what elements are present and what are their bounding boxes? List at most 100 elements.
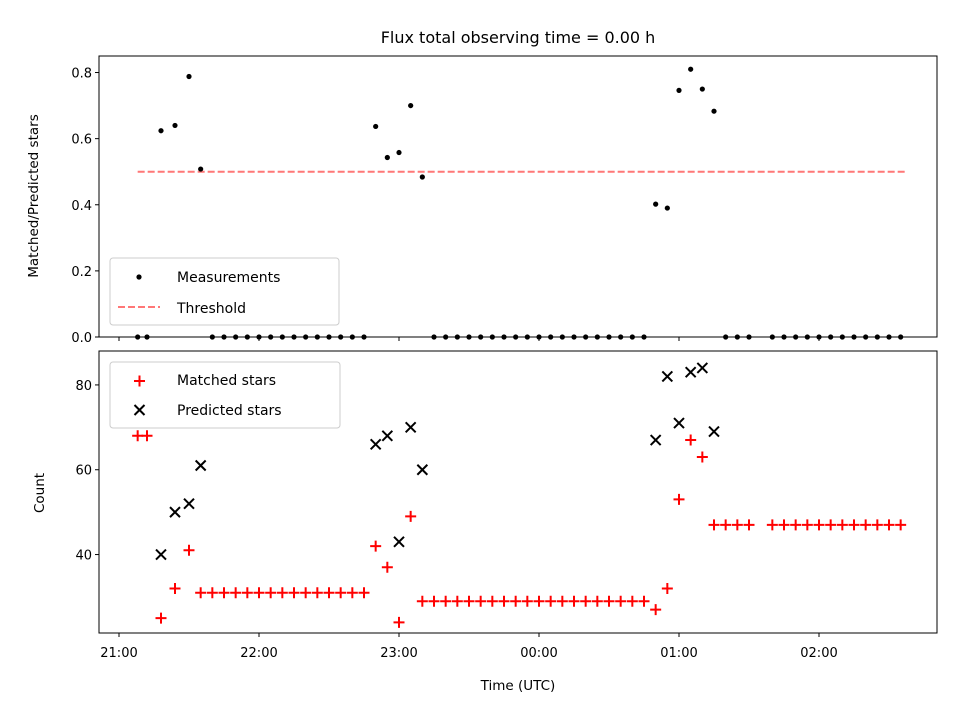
matched-star-point — [335, 587, 347, 599]
threshold-legend-label: Threshold — [176, 301, 246, 317]
matched-star-point — [300, 587, 312, 599]
matched-star-point — [521, 595, 533, 607]
x-tick-label: 21:00 — [100, 646, 137, 661]
measurements-legend-label: Measurements — [177, 270, 280, 286]
matched-star-point — [510, 595, 522, 607]
matched-star-point — [416, 595, 428, 607]
measurement-point — [158, 128, 164, 134]
matched-star-point — [568, 595, 580, 607]
matched-star-point — [393, 616, 405, 628]
predicted-star-point — [661, 370, 674, 383]
matched-star-point — [708, 519, 720, 531]
matched-star-point — [580, 595, 592, 607]
predicted-star-point — [649, 434, 662, 446]
measurement-point — [373, 123, 379, 130]
matched-star-point — [169, 582, 181, 594]
ratio-y-axis-label: Matched/Predicted stars — [26, 114, 42, 277]
matched-star-point — [860, 519, 872, 531]
matched-star-point — [638, 595, 650, 607]
count-y-axis-label: Count — [32, 473, 48, 513]
matched-star-point — [358, 587, 370, 599]
matched-star-point — [556, 595, 568, 607]
matched-star-point — [801, 519, 813, 531]
matched-star-point — [720, 519, 732, 531]
matched-star-point — [288, 587, 300, 599]
ratio-legend: Measurements Threshold — [109, 257, 340, 326]
matched-star-point — [848, 519, 860, 531]
matched-star-point — [241, 587, 253, 599]
predicted-star-point — [684, 366, 697, 378]
measurement-point — [396, 149, 402, 156]
matched-stars-legend-marker — [134, 375, 145, 387]
measurement-point — [172, 122, 178, 129]
predicted-star-point — [696, 362, 709, 374]
matched-star-point — [346, 587, 358, 599]
predicted-star-point — [155, 548, 167, 561]
matched-star-point — [155, 612, 167, 624]
predicted-star-point — [673, 417, 685, 429]
ratio-axes-frame — [98, 55, 938, 338]
matched-star-point — [475, 595, 487, 607]
predicted-star-point — [169, 506, 181, 518]
matched-star-point — [661, 582, 673, 594]
measurement-point — [186, 73, 192, 80]
matched-star-point — [895, 519, 907, 531]
measurement-point — [198, 166, 204, 172]
measurement-point — [699, 86, 705, 92]
predicted-star-point — [416, 464, 429, 476]
matched-star-point — [766, 519, 778, 531]
matched-star-point — [743, 519, 755, 531]
matched-star-point — [463, 595, 475, 607]
x-tick-label: 00:00 — [520, 646, 557, 661]
matched-star-point — [253, 587, 265, 599]
ratio-y-tick-label: 0.0 — [71, 331, 92, 346]
matched-stars-legend-label: Matched stars — [177, 373, 276, 389]
matched-star-point — [615, 595, 627, 607]
matched-star-point — [685, 434, 697, 446]
matched-star-point — [428, 595, 440, 607]
x-tick-label: 23:00 — [380, 646, 417, 661]
x-tick-label: 02:00 — [800, 646, 837, 661]
matched-star-point — [440, 595, 452, 607]
matched-star-point — [603, 595, 615, 607]
matched-star-point — [218, 587, 230, 599]
measurements-legend-marker — [136, 274, 142, 280]
measurement-point — [419, 174, 425, 180]
matched-star-point — [673, 493, 685, 505]
measurement-point — [711, 108, 717, 114]
count-y-tick-label: 80 — [75, 379, 92, 394]
measurement-point — [676, 87, 682, 93]
x-tick-label: 22:00 — [240, 646, 277, 661]
matched-star-point — [545, 595, 557, 607]
matched-star-point — [813, 519, 825, 531]
matched-star-point — [650, 604, 662, 616]
matched-star-point — [696, 451, 708, 463]
ratio-y-tick-label: 0.4 — [71, 199, 92, 214]
matched-star-point — [195, 587, 207, 599]
matched-star-point — [381, 561, 393, 573]
matched-star-point — [825, 519, 837, 531]
predicted-stars-legend-label: Predicted stars — [177, 403, 282, 419]
predicted-star-point — [183, 497, 195, 510]
matched-star-point — [276, 587, 288, 599]
ratio-plot-area: 0.0 0.2 0.4 0.6 0.8 — [71, 55, 938, 346]
matched-star-point — [132, 430, 144, 442]
predicted-star-point — [369, 438, 382, 451]
matched-star-point — [311, 587, 323, 599]
chart-title: Flux total observing time = 0.00 h — [381, 28, 656, 47]
predicted-star-point — [404, 421, 417, 434]
matched-star-point — [486, 595, 498, 607]
matched-star-point — [451, 595, 463, 607]
matched-star-point — [498, 595, 510, 607]
predicted-star-point — [708, 425, 720, 438]
matched-star-point — [533, 595, 545, 607]
matched-star-point — [731, 519, 743, 531]
matched-star-point — [323, 587, 335, 599]
ratio-y-tick-label: 0.6 — [71, 133, 92, 148]
matched-star-point — [230, 587, 242, 599]
count-plot-area: 40 60 80 21:00 22:00 23:00 00:00 01:00 02:00 — [75, 350, 938, 661]
x-axis-label: Time (UTC) — [480, 678, 556, 694]
ratio-panel: Flux total observing time = 0.00 h 0.0 0.… — [26, 28, 938, 346]
predicted-stars-legend-marker — [133, 404, 146, 416]
